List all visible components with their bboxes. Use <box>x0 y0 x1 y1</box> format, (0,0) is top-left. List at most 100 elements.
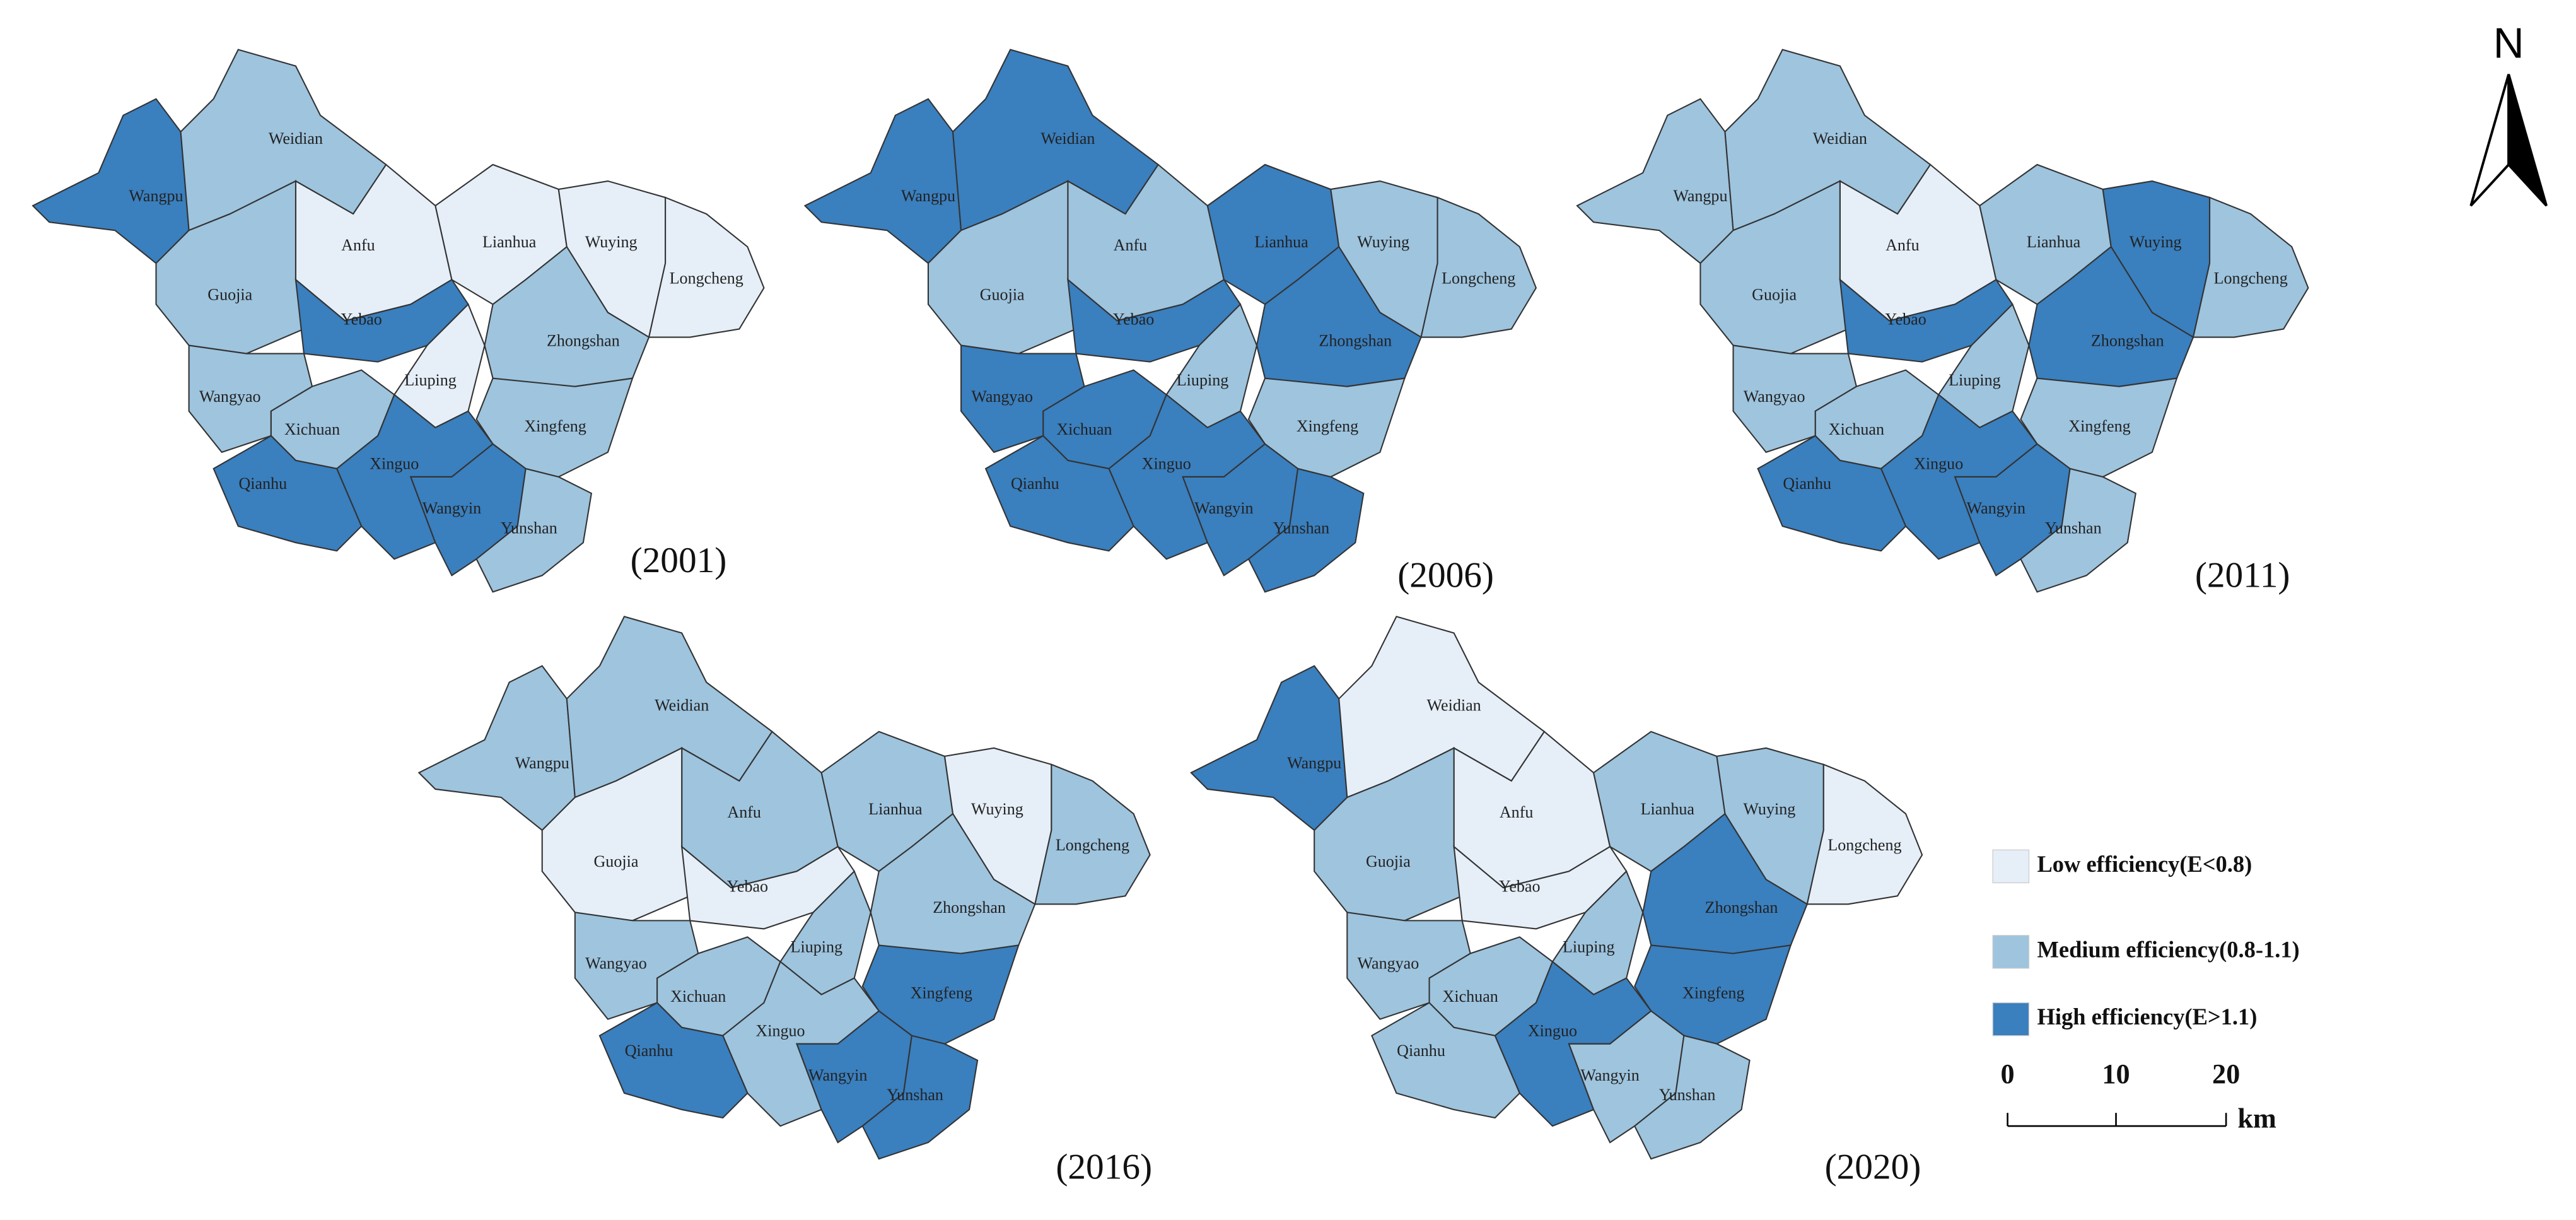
region-label: Qianhu <box>625 1041 673 1060</box>
region-label: Guojia <box>1366 852 1411 871</box>
region-label: Yebao <box>341 310 382 328</box>
region <box>1247 467 1365 593</box>
region-label: Lianhua <box>2027 233 2081 251</box>
region-label: Qianhu <box>1011 474 1059 493</box>
region <box>984 435 1134 552</box>
region-label: Wuying <box>2130 233 2182 251</box>
region-label: Wuying <box>1357 233 1409 251</box>
region-label: Xinguo <box>370 455 419 473</box>
region-label: Liuping <box>404 371 456 389</box>
map-panel: Wangpu Weidian Anfu Lianhua Wuying Longcheng G… <box>417 616 1151 1160</box>
year-label: (2016) <box>1056 1147 1152 1187</box>
region-label: Wangyao <box>971 387 1033 406</box>
region-label: Qianhu <box>1783 474 1831 493</box>
region-label: Xinguo <box>1142 455 1191 473</box>
region <box>1633 1035 1751 1160</box>
region <box>1420 196 1537 338</box>
region-label: Wuying <box>971 800 1023 818</box>
region-label: Wangpu <box>1287 754 1341 772</box>
north-arrow-right <box>2507 74 2548 207</box>
region <box>213 435 363 552</box>
region-label: Yunshan <box>501 519 557 537</box>
region-label: Wuying <box>585 233 638 251</box>
region-label: Zhongshan <box>1319 331 1392 349</box>
region-label: Xichuan <box>1443 987 1498 1006</box>
region-label: Xichuan <box>1829 420 1884 438</box>
region-label: Wangyao <box>1744 387 1805 406</box>
legend-label: Low efficiency(E<0.8) <box>2037 852 2252 877</box>
region-label: Liuping <box>1177 371 1228 389</box>
region-label: Xingfeng <box>1682 984 1744 1002</box>
region-label: Anfu <box>1500 803 1534 821</box>
region-label: Zhongshan <box>2091 331 2164 349</box>
region-label: Xichuan <box>670 987 726 1006</box>
region-label: Wangyin <box>1580 1066 1639 1084</box>
region <box>861 1035 979 1160</box>
region-label: Lianhua <box>1254 233 1308 251</box>
year-label: (2006) <box>1397 556 1494 595</box>
region <box>1576 98 1734 264</box>
region-label: Yunshan <box>1659 1086 1716 1104</box>
region <box>1757 435 1907 552</box>
region-label: Lianhua <box>868 800 923 818</box>
year-label: (2001) <box>631 541 727 580</box>
region-label: Liuping <box>1563 938 1614 956</box>
region-label: Yebao <box>1499 877 1540 895</box>
region-label: Anfu <box>727 803 761 821</box>
region-label: Wangpu <box>901 187 955 205</box>
region-label: Wangpu <box>129 187 183 205</box>
region-label: Yebao <box>1113 310 1154 328</box>
scale-tick-label: 20 <box>2212 1059 2240 1089</box>
scale-tick-label: 0 <box>2001 1059 2015 1089</box>
region-label: Yunshan <box>1273 519 1329 537</box>
region-label: Weidian <box>1040 129 1095 148</box>
region-label: Zhongshan <box>547 331 620 349</box>
legend-label: Medium efficiency(0.8-1.1) <box>2037 937 2299 962</box>
year-label: (2011) <box>2195 556 2290 595</box>
region-label: Weidian <box>1427 696 1481 715</box>
map-panel: Wangpu Weidian Anfu Lianhua Wuying Longcheng G… <box>32 49 765 593</box>
region-label: Wangpu <box>1673 187 1727 205</box>
north-label: N <box>2493 20 2524 67</box>
region-label: Longcheng <box>670 269 743 287</box>
region-label: Xinguo <box>755 1022 805 1040</box>
region-label: Longcheng <box>1827 836 1901 854</box>
region-label: Yunshan <box>2045 519 2102 537</box>
region-label: Yunshan <box>887 1086 943 1104</box>
region-label: Guojia <box>980 285 1025 303</box>
region-label: Guojia <box>594 852 639 871</box>
scale-unit: km <box>2237 1103 2276 1134</box>
region-label: Xingfeng <box>1297 417 1358 435</box>
legend-swatch <box>1992 935 2030 969</box>
region-label: Lianhua <box>1641 800 1695 818</box>
region-label: Weidian <box>1813 129 1867 148</box>
region-label: Guojia <box>1752 285 1797 303</box>
region-label: Weidian <box>655 696 709 715</box>
region-label: Guojia <box>207 285 252 303</box>
region-label: Yebao <box>1885 310 1926 328</box>
region-label: Wangyin <box>808 1066 867 1084</box>
north-arrow: N <box>2469 20 2548 207</box>
region <box>1806 763 1923 905</box>
region-label: Wangyao <box>1358 954 1419 973</box>
region-label: Wuying <box>1743 800 1795 818</box>
region-label: Yebao <box>727 877 768 895</box>
legend-label: High efficiency(E>1.1) <box>2037 1004 2257 1029</box>
region <box>648 196 765 338</box>
region-label: Longcheng <box>2214 269 2288 287</box>
region-label: Anfu <box>1114 236 1148 254</box>
region-label: Qianhu <box>238 474 287 493</box>
legend-swatch <box>1992 849 2030 884</box>
region-label: Longcheng <box>1056 836 1129 854</box>
region-label: Zhongshan <box>933 898 1006 917</box>
region-label: Anfu <box>1885 236 1920 254</box>
region-label: Xichuan <box>1056 420 1112 438</box>
map-panel: Wangpu Weidian Anfu Lianhua Wuying Longcheng G… <box>1190 616 1923 1160</box>
region <box>2192 196 2309 338</box>
map-panel: Wangpu Weidian Anfu Lianhua Wuying Longcheng G… <box>1576 49 2309 593</box>
region-label: Qianhu <box>1397 1041 1445 1060</box>
region <box>1034 763 1151 905</box>
region <box>598 1002 749 1119</box>
region-label: Anfu <box>341 236 375 254</box>
